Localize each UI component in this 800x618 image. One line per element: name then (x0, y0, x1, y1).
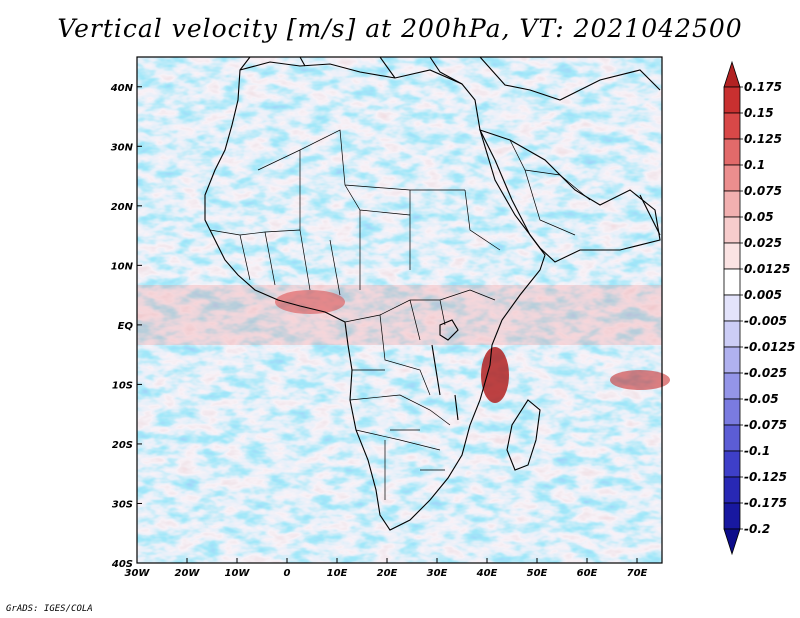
lon-tick-label: 50E (527, 568, 548, 579)
colorbar-top-arrow (723, 60, 741, 88)
colorbar: 0.175 0.15 0.125 0.1 0.075 0.05 0.025 0.0125 0.0… (723, 60, 795, 556)
colorbar-swatch (723, 398, 741, 426)
lat-tick-label: 20S (112, 440, 133, 451)
chart-title: Vertical velocity [m/s] at 200hPa, VT: 2… (57, 14, 743, 43)
colorbar-label: 0.175 (744, 80, 782, 94)
longitude-axis: 30W 20W 10W 0 10E 20E 30E 40E 50E 60E 70E (125, 558, 648, 579)
lat-tick-label: 30N (111, 142, 134, 153)
credit-text: GrADS: IGES/COLA (6, 604, 93, 614)
colorbar-swatch (723, 372, 741, 400)
lake-tanganyika (431, 344, 441, 396)
colorbar-label: 0.15 (744, 106, 774, 120)
lon-tick-label: 30E (427, 568, 448, 579)
coastlines (204, 56, 661, 531)
lat-tick-label: 20N (111, 202, 134, 213)
colorbar-swatch (723, 86, 741, 114)
colorbar-swatch (723, 476, 741, 504)
lon-tick-label: 30W (125, 568, 151, 579)
colorbar-swatch (723, 138, 741, 166)
colorbar-label: -0.1 (744, 444, 770, 458)
colorbar-label: 0.075 (744, 184, 782, 198)
colorbar-label: -0.125 (744, 470, 787, 484)
colorbar-label: 0.05 (744, 210, 774, 224)
colorbar-swatch (723, 242, 741, 270)
colorbar-label: -0.025 (744, 366, 787, 380)
colorbar-swatch (723, 190, 741, 218)
colorbar-label: 0.1 (744, 158, 765, 172)
lat-tick-label: 10S (112, 380, 133, 391)
colorbar-swatch (723, 346, 741, 374)
colorbar-label: 0.125 (744, 132, 782, 146)
colorbar-label: -0.0125 (744, 340, 795, 354)
colorbar-swatch (723, 164, 741, 192)
border-lines-central (344, 289, 496, 396)
latitude-axis: 40N 30N 20N 10N EQ 10S 20S 30S 40S (110, 83, 142, 570)
arabia-coast (479, 129, 661, 263)
lake-malawi (454, 394, 459, 421)
convective-band-west (275, 290, 345, 314)
convective-core (481, 347, 509, 403)
colorbar-swatch (723, 450, 741, 478)
lat-tick-label: 40S (111, 559, 133, 570)
colorbar-label: 0.005 (744, 288, 782, 302)
lon-tick-label: 60E (577, 568, 598, 579)
colorbar-label: -0.005 (744, 314, 787, 328)
country-borders (209, 129, 591, 500)
colorbar-swatch (723, 216, 741, 244)
lon-tick-label: 40E (476, 568, 498, 579)
border-lines-arabia (509, 139, 591, 236)
lon-tick-label: 0 (284, 568, 291, 579)
africa-coast (204, 61, 546, 531)
equatorial-band (137, 285, 662, 345)
colorbar-swatch (723, 112, 741, 140)
lake-victoria (439, 319, 459, 341)
madagascar-coast (506, 399, 541, 471)
lon-tick-label: 20W (175, 568, 201, 579)
colorbar-label: -0.05 (744, 392, 779, 406)
field-noise (137, 57, 662, 563)
lat-tick-label: 30S (112, 499, 133, 510)
india-coast (639, 194, 661, 236)
colorbar-swatch (723, 294, 741, 322)
colorbar-swatch (723, 424, 741, 452)
lat-tick-label: 40N (110, 83, 134, 94)
lon-tick-label: 10E (327, 568, 348, 579)
lon-tick-label: 20E (377, 568, 398, 579)
colorbar-label: -0.175 (744, 496, 787, 510)
colorbar-bottom-arrow (723, 528, 741, 556)
colorbar-label: -0.2 (744, 522, 770, 536)
colorbar-label: 0.0125 (744, 262, 790, 276)
plot-frame (136, 56, 663, 564)
colorbar-label: 0.025 (744, 236, 782, 250)
colorbar-swatch (723, 320, 741, 348)
lat-tick-label: EQ (118, 321, 134, 332)
velocity-field (137, 57, 670, 563)
colorbar-label: -0.075 (744, 418, 787, 432)
lon-tick-label: 10W (225, 568, 251, 579)
border-lines-south (349, 369, 451, 500)
colorbar-swatch (723, 502, 741, 530)
lon-tick-label: 70E (627, 568, 648, 579)
convective-band-east (610, 370, 670, 390)
lat-tick-label: 10N (111, 261, 134, 272)
europe-coast (239, 56, 661, 101)
border-lines-west (209, 210, 361, 296)
colorbar-swatch (723, 268, 741, 296)
